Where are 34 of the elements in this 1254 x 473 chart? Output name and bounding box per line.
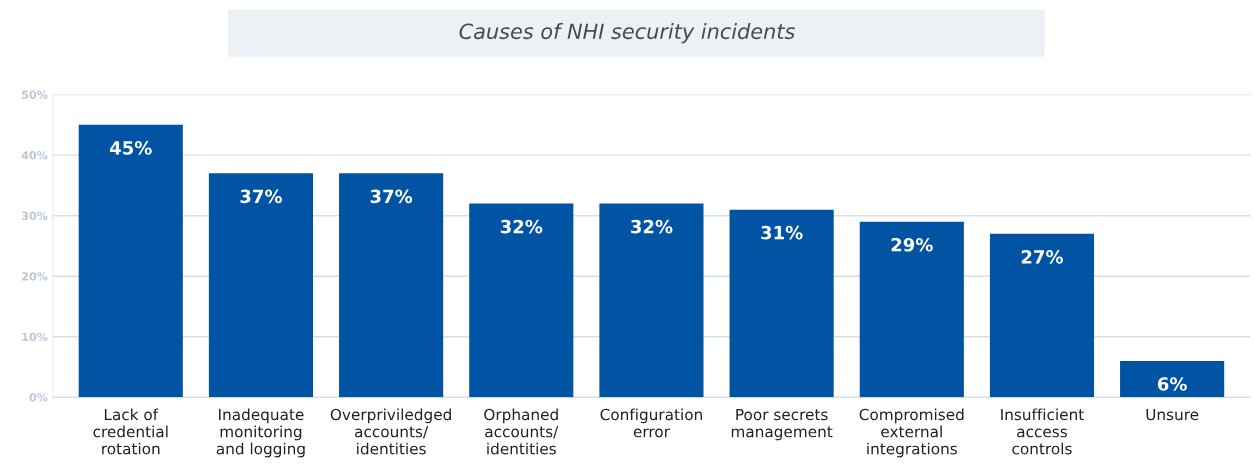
data-label: 45% bbox=[109, 141, 152, 155]
bar bbox=[208, 173, 314, 398]
x-tick-label: Compromised external integrations bbox=[859, 408, 964, 458]
x-tick-label: Configuration error bbox=[600, 408, 702, 438]
x-tick-label: Lack of credential rotation bbox=[93, 408, 168, 455]
data-label: 37% bbox=[370, 189, 413, 204]
x-tick-label: Poor secrets management bbox=[731, 408, 833, 441]
bar bbox=[78, 124, 183, 398]
y-tick-label: 10% bbox=[22, 332, 48, 342]
data-label: 32% bbox=[631, 219, 673, 234]
x-tick-label: Inadequate monitoring and logging bbox=[216, 408, 305, 458]
y-tick-label: 0% bbox=[29, 393, 48, 402]
data-label: 31% bbox=[761, 225, 803, 240]
x-tick-label: Unsure bbox=[1146, 408, 1199, 421]
x-tick-label: Orphaned accounts/ identities bbox=[484, 408, 559, 455]
chart-title: Causes of NHI security incidents bbox=[459, 23, 795, 44]
data-label: 29% bbox=[891, 237, 933, 252]
data-label: 37% bbox=[240, 189, 282, 204]
bar bbox=[1120, 360, 1225, 398]
data-label: 27% bbox=[1021, 250, 1063, 264]
y-tick-label: 20% bbox=[22, 272, 48, 281]
y-tick-label: 40% bbox=[21, 151, 48, 160]
data-label: 6% bbox=[1157, 377, 1187, 391]
y-tick-label: 50% bbox=[22, 90, 48, 99]
y-tick-label: 30% bbox=[21, 211, 48, 221]
bar bbox=[989, 233, 1095, 398]
bar bbox=[339, 173, 444, 398]
bar bbox=[729, 209, 834, 398]
data-label: 32% bbox=[500, 219, 543, 234]
x-tick-label: Overpriviledged accounts/ identities bbox=[330, 408, 451, 455]
bar bbox=[599, 203, 704, 398]
x-tick-label: Insufficient access controls bbox=[1001, 408, 1084, 455]
bar bbox=[859, 221, 964, 398]
bar bbox=[469, 203, 574, 398]
